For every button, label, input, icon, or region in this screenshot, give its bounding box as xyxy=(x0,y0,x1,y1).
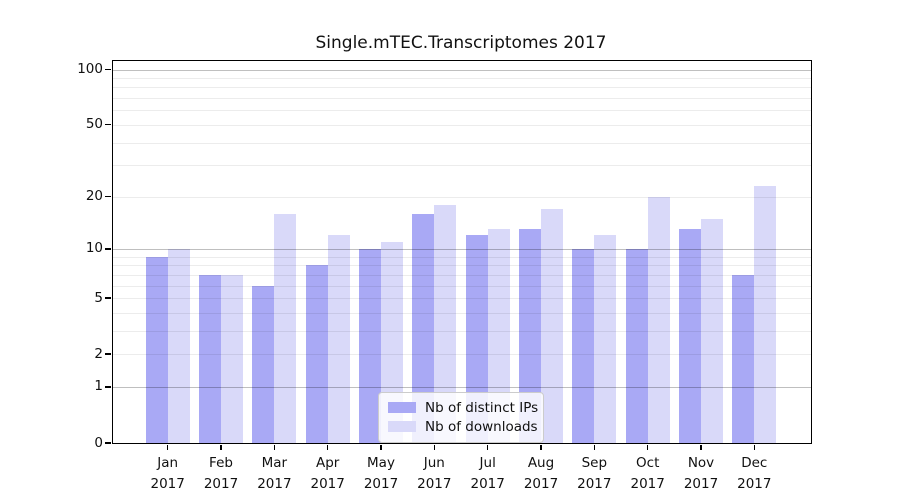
bar-downloads-nov xyxy=(701,218,723,443)
x-tick-label-jan: Jan 2017 xyxy=(150,455,185,492)
y-tick-label: 2 xyxy=(94,345,103,362)
minor-gridline xyxy=(113,98,811,99)
legend-label-downloads: Nb of downloads xyxy=(425,418,538,435)
x-axis-tick xyxy=(380,444,382,450)
bar-downloads-mar xyxy=(274,213,297,443)
bar-distinct-ips-jul xyxy=(465,235,488,443)
minor-gridline xyxy=(113,354,811,356)
minor-gridline xyxy=(113,196,811,198)
y-axis-tick xyxy=(105,386,111,388)
bar-downloads-oct xyxy=(647,196,670,443)
bar-distinct-ips-jun xyxy=(412,213,435,443)
legend-item-downloads: Nb of downloads xyxy=(388,417,538,436)
minor-gridline xyxy=(113,265,811,267)
y-tick-label: 1 xyxy=(94,378,103,395)
plot-area: 0 1 2 5 10 20 50 100 Jan 2017 Feb 2017 Mar 2017 Apr… xyxy=(77,60,812,492)
y-axis-tick xyxy=(105,297,111,299)
minor-gridline xyxy=(113,110,811,112)
major-gridline xyxy=(113,386,811,388)
minor-gridline xyxy=(113,124,811,126)
bar-distinct-ips-sep xyxy=(572,248,595,443)
bar-downloads-aug xyxy=(541,209,563,443)
y-axis-tick xyxy=(105,124,111,126)
x-tick-label-may: May 2017 xyxy=(363,455,399,492)
x-tick-label-sep: Sep 2017 xyxy=(577,455,612,492)
y-tick-label: 50 xyxy=(85,116,103,133)
x-tick-label-dec: Dec 2017 xyxy=(737,455,772,492)
minor-gridline xyxy=(113,285,811,287)
minor-gridline xyxy=(113,256,811,258)
bar-distinct-ips-aug xyxy=(519,229,541,443)
x-axis-tick xyxy=(700,444,702,450)
minor-gridline xyxy=(113,142,811,144)
legend: Nb of distinct IPs Nb of downloads xyxy=(378,392,544,443)
y-tick-label: 100 xyxy=(77,61,103,77)
x-axis-tick xyxy=(593,444,595,450)
x-axis-tick xyxy=(220,444,222,450)
x-tick-label-jun: Jun 2017 xyxy=(417,455,452,492)
legend-label-distinct-ips: Nb of distinct IPs xyxy=(425,399,539,416)
bar-downloads-jan xyxy=(167,248,190,443)
y-axis-tick xyxy=(105,353,111,355)
x-tick-label-mar: Mar 2017 xyxy=(257,455,292,492)
x-tick-label-jul: Jul 2017 xyxy=(470,455,505,492)
y-axis-tick xyxy=(105,442,111,444)
x-axis-tick xyxy=(487,444,489,450)
x-axis-tick xyxy=(433,444,435,450)
bar-distinct-ips-apr xyxy=(305,265,328,443)
minor-gridline xyxy=(113,330,811,332)
x-axis-tick xyxy=(273,444,276,450)
legend-swatch-downloads xyxy=(388,421,416,432)
chart-title: Single.mTEC.Transcriptomes 2017 xyxy=(315,33,607,53)
bar-distinct-ips-feb xyxy=(199,274,221,443)
bar-downloads-feb xyxy=(221,274,243,443)
legend-swatch-distinct-ips xyxy=(388,402,416,413)
bar-downloads-jul xyxy=(487,229,510,443)
bar-downloads-sep xyxy=(594,235,617,443)
bar-distinct-ips-mar xyxy=(252,285,275,443)
y-axis-tick xyxy=(105,195,111,198)
y-tick-label: 10 xyxy=(85,240,103,257)
bar-downloads-dec xyxy=(754,185,777,443)
x-axis-tick xyxy=(753,444,755,450)
major-gridline xyxy=(113,69,811,71)
y-axis-tick xyxy=(105,68,111,71)
x-tick-label-aug: Aug 2017 xyxy=(523,455,559,492)
bar-downloads-apr xyxy=(327,235,350,443)
x-axis-tick xyxy=(167,444,169,450)
legend-item-distinct-ips: Nb of distinct IPs xyxy=(388,398,538,417)
y-tick-label: 5 xyxy=(94,289,103,306)
minor-gridline xyxy=(113,77,811,79)
bar-distinct-ips-oct xyxy=(625,248,648,443)
y-tick-label: 0 xyxy=(94,434,103,451)
x-axis-tick xyxy=(327,444,329,450)
minor-gridline xyxy=(113,165,811,167)
minor-gridline xyxy=(113,312,811,314)
x-tick-label-nov: Nov 2017 xyxy=(683,455,719,492)
minor-gridline xyxy=(113,274,811,276)
x-tick-label-oct: Oct 2017 xyxy=(630,455,665,492)
bar-distinct-ips-nov xyxy=(679,229,701,443)
minor-gridline xyxy=(113,87,811,89)
x-axis-tick xyxy=(540,444,542,450)
x-axis-tick xyxy=(647,444,649,450)
x-tick-label-feb: Feb 2017 xyxy=(203,455,239,492)
bar-distinct-ips-dec xyxy=(732,274,755,443)
bar-distinct-ips-jan xyxy=(145,256,168,443)
y-tick-label: 20 xyxy=(85,188,103,205)
x-tick-label-apr: Apr 2017 xyxy=(310,455,345,492)
bar-distinct-ips-may xyxy=(359,248,381,443)
major-gridline xyxy=(113,248,811,250)
minor-gridline xyxy=(113,298,811,299)
bar-downloads-jun xyxy=(434,204,457,443)
y-axis-tick xyxy=(105,248,111,250)
